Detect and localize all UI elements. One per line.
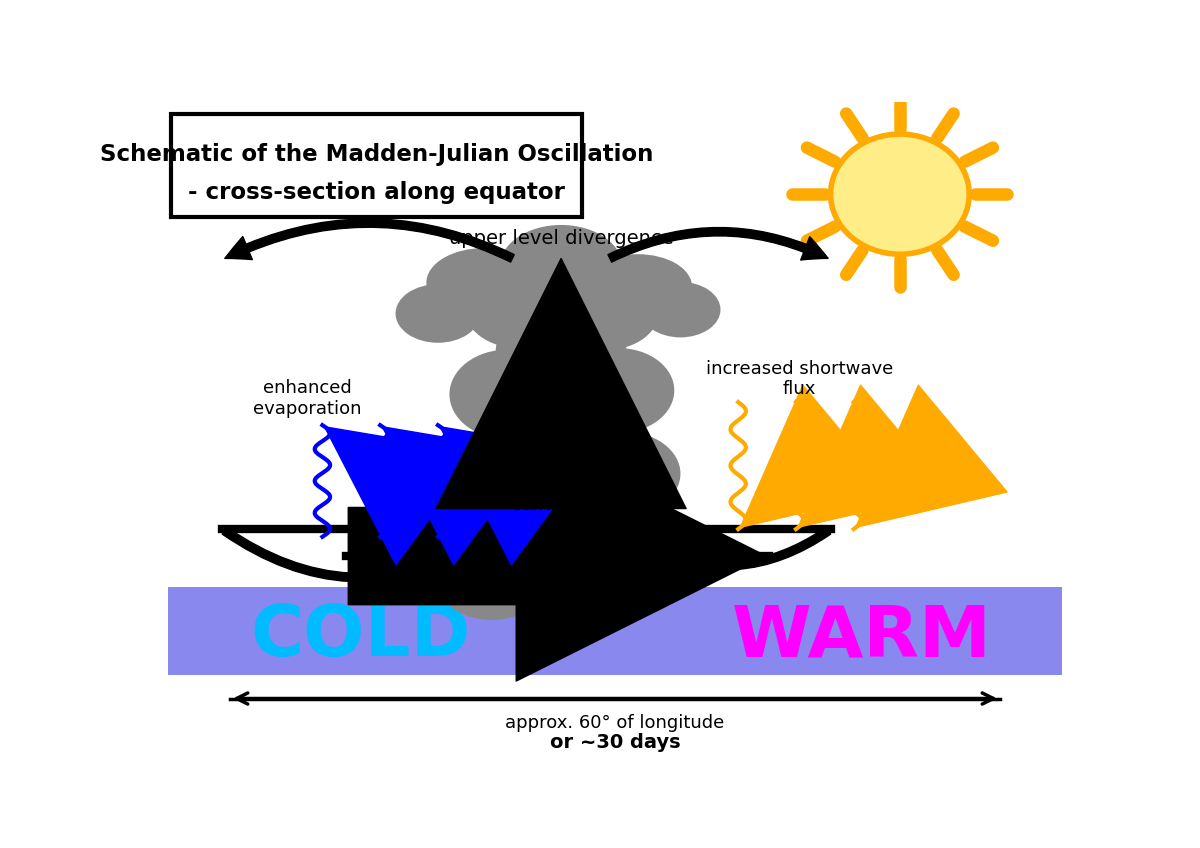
Text: or ~30 days: or ~30 days [550,734,680,752]
Ellipse shape [438,546,546,620]
Ellipse shape [463,264,574,349]
Ellipse shape [830,134,970,254]
FancyArrowPatch shape [224,219,515,262]
Text: - cross-section along equator: - cross-section along equator [188,181,565,204]
Ellipse shape [564,349,674,432]
Text: mean westerly wind: mean westerly wind [470,577,652,595]
Text: WARM: WARM [732,602,991,672]
Ellipse shape [496,304,626,399]
Ellipse shape [578,546,683,616]
Ellipse shape [396,284,480,343]
Text: Schematic of the Madden-Julian Oscillation: Schematic of the Madden-Julian Oscillati… [100,142,653,165]
Ellipse shape [450,349,565,439]
Ellipse shape [488,464,635,564]
Text: upper level divergence: upper level divergence [449,229,673,248]
Text: approx. 60° of longitude: approx. 60° of longitude [505,714,725,732]
Ellipse shape [641,282,720,338]
Bar [168,587,1062,675]
Text: COLD: COLD [251,602,472,672]
Text: increased shortwave
flux: increased shortwave flux [706,360,894,399]
Text: enhanced
evaporation: enhanced evaporation [253,379,361,417]
Ellipse shape [554,270,660,349]
Ellipse shape [426,248,542,317]
Ellipse shape [565,432,680,516]
Ellipse shape [454,502,576,587]
FancyBboxPatch shape [170,114,582,217]
Ellipse shape [492,387,630,487]
Ellipse shape [584,254,692,319]
FancyArrowPatch shape [222,527,497,582]
Ellipse shape [480,529,642,622]
Ellipse shape [499,225,623,310]
FancyArrowPatch shape [625,527,830,570]
FancyArrowPatch shape [608,227,828,262]
Ellipse shape [439,431,559,520]
Text: low level
convergence: low level convergence [511,475,626,514]
Ellipse shape [551,506,671,586]
